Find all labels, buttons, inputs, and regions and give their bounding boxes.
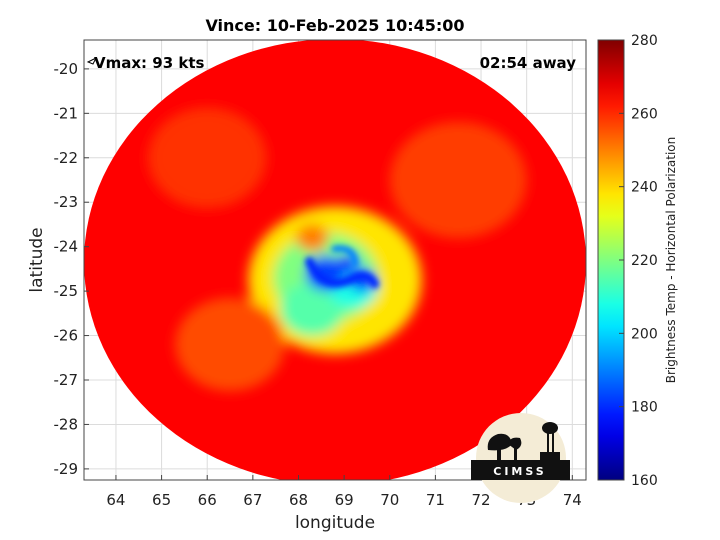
y-tick-label: -29 <box>54 460 79 478</box>
colorbar-tick-label: 200 <box>631 326 658 342</box>
x-tick-label: 64 <box>106 491 125 509</box>
x-tick-label: 65 <box>152 491 171 509</box>
y-tick-label: -22 <box>54 149 79 167</box>
x-tick-label: 72 <box>471 491 490 509</box>
x-tick-label: 74 <box>563 491 582 509</box>
colorbar-tick-label: 260 <box>631 106 658 122</box>
x-tick-label: 67 <box>243 491 262 509</box>
colorbar-label: Brightness Temp - Horizontal Polarizatio… <box>664 137 678 384</box>
colorbar-tick-label: 240 <box>631 180 658 196</box>
eyewall-rainband <box>305 256 380 289</box>
vmax-label: Vmax: 93 kts <box>94 54 204 72</box>
inner-rainband <box>331 245 358 268</box>
colorbar-tick-label: 280 <box>631 33 658 49</box>
colorbar-tick-label: 220 <box>631 253 658 269</box>
colorbar-tick-label: 160 <box>631 473 658 489</box>
x-tick-label: 68 <box>289 491 308 509</box>
satellite-dish-icon <box>487 433 512 451</box>
water-tower-icon <box>542 422 558 434</box>
y-axis: -20 -21 -22 -23 -24 -25 -26 -27 -28 -29 <box>54 60 89 478</box>
chart-title: Vince: 10-Feb-2025 10:45:00 <box>205 16 464 35</box>
swath <box>84 40 586 480</box>
plot-border <box>83 39 587 481</box>
x-tick-label: 69 <box>335 491 354 509</box>
y-tick-label: -25 <box>54 282 79 300</box>
storm-marker-icon <box>86 56 98 65</box>
colorbar-tick-label: 180 <box>631 400 658 416</box>
y-tick-label: -27 <box>54 371 79 389</box>
y-tick-label: -23 <box>54 193 79 211</box>
x-tick-label: 70 <box>380 491 399 509</box>
convective-feature <box>280 281 345 337</box>
y-tick-label: -21 <box>54 104 79 122</box>
y-tick-label: -20 <box>54 60 79 78</box>
y-tick-label: -24 <box>54 238 79 256</box>
x-tick-label: 66 <box>198 491 217 509</box>
cimss-logo: CIMSS <box>471 413 570 503</box>
y-tick-label: -26 <box>54 327 79 345</box>
convective-feature <box>296 224 329 252</box>
y-tick-label: -28 <box>54 415 79 433</box>
convective-feature <box>175 297 285 391</box>
logo-text: CIMSS <box>493 465 546 478</box>
rainband-layer <box>305 245 380 289</box>
convective-feature <box>147 107 267 209</box>
vmax-annotation: Vmax: 93 kts <box>86 54 204 72</box>
x-tick-label: 71 <box>426 491 445 509</box>
logo-silhouettes <box>471 422 570 480</box>
y-axis-label: latitude <box>27 227 47 292</box>
convective-feature <box>389 121 527 239</box>
x-axis-label: longitude <box>295 513 375 533</box>
colorbar-axis: 160 180 200 220 240 260 280 <box>619 33 658 489</box>
time-away-label: 02:54 away <box>480 54 577 72</box>
